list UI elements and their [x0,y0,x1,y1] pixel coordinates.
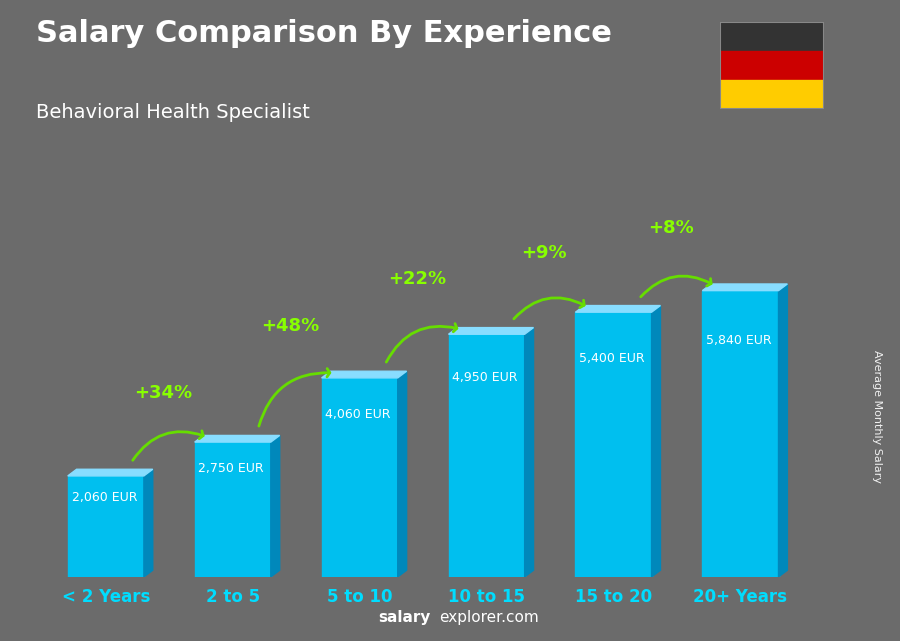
Bar [68,476,144,577]
Bar [321,378,398,577]
Text: Salary Comparison By Experience: Salary Comparison By Experience [36,19,612,48]
Polygon shape [271,435,280,577]
Text: 5,400 EUR: 5,400 EUR [580,352,645,365]
Bar [448,334,525,577]
Text: explorer.com: explorer.com [439,610,539,625]
Bar [194,442,271,577]
Text: 5,840 EUR: 5,840 EUR [706,333,772,347]
Text: 2,060 EUR: 2,060 EUR [71,491,137,504]
Polygon shape [652,306,661,577]
Text: +22%: +22% [388,270,446,288]
Polygon shape [448,328,534,334]
Text: 4,060 EUR: 4,060 EUR [326,408,391,420]
Text: 4,950 EUR: 4,950 EUR [453,370,518,384]
Text: +9%: +9% [521,244,566,262]
Polygon shape [575,306,661,312]
Bar [575,312,652,577]
Polygon shape [525,328,534,577]
Bar [702,290,778,577]
Text: +48%: +48% [261,317,319,335]
Polygon shape [68,469,153,476]
Polygon shape [702,284,788,290]
Polygon shape [144,469,153,577]
Polygon shape [321,371,407,378]
Text: +34%: +34% [134,384,192,402]
Text: +8%: +8% [648,219,694,237]
Text: 2,750 EUR: 2,750 EUR [199,462,264,476]
Bar [720,22,824,51]
Bar [720,51,824,80]
Text: Average Monthly Salary: Average Monthly Salary [872,350,883,483]
Text: Behavioral Health Specialist: Behavioral Health Specialist [36,103,310,122]
Text: salary: salary [378,610,430,625]
Polygon shape [194,435,280,442]
Bar [720,80,824,109]
Polygon shape [778,284,788,577]
Polygon shape [398,371,407,577]
